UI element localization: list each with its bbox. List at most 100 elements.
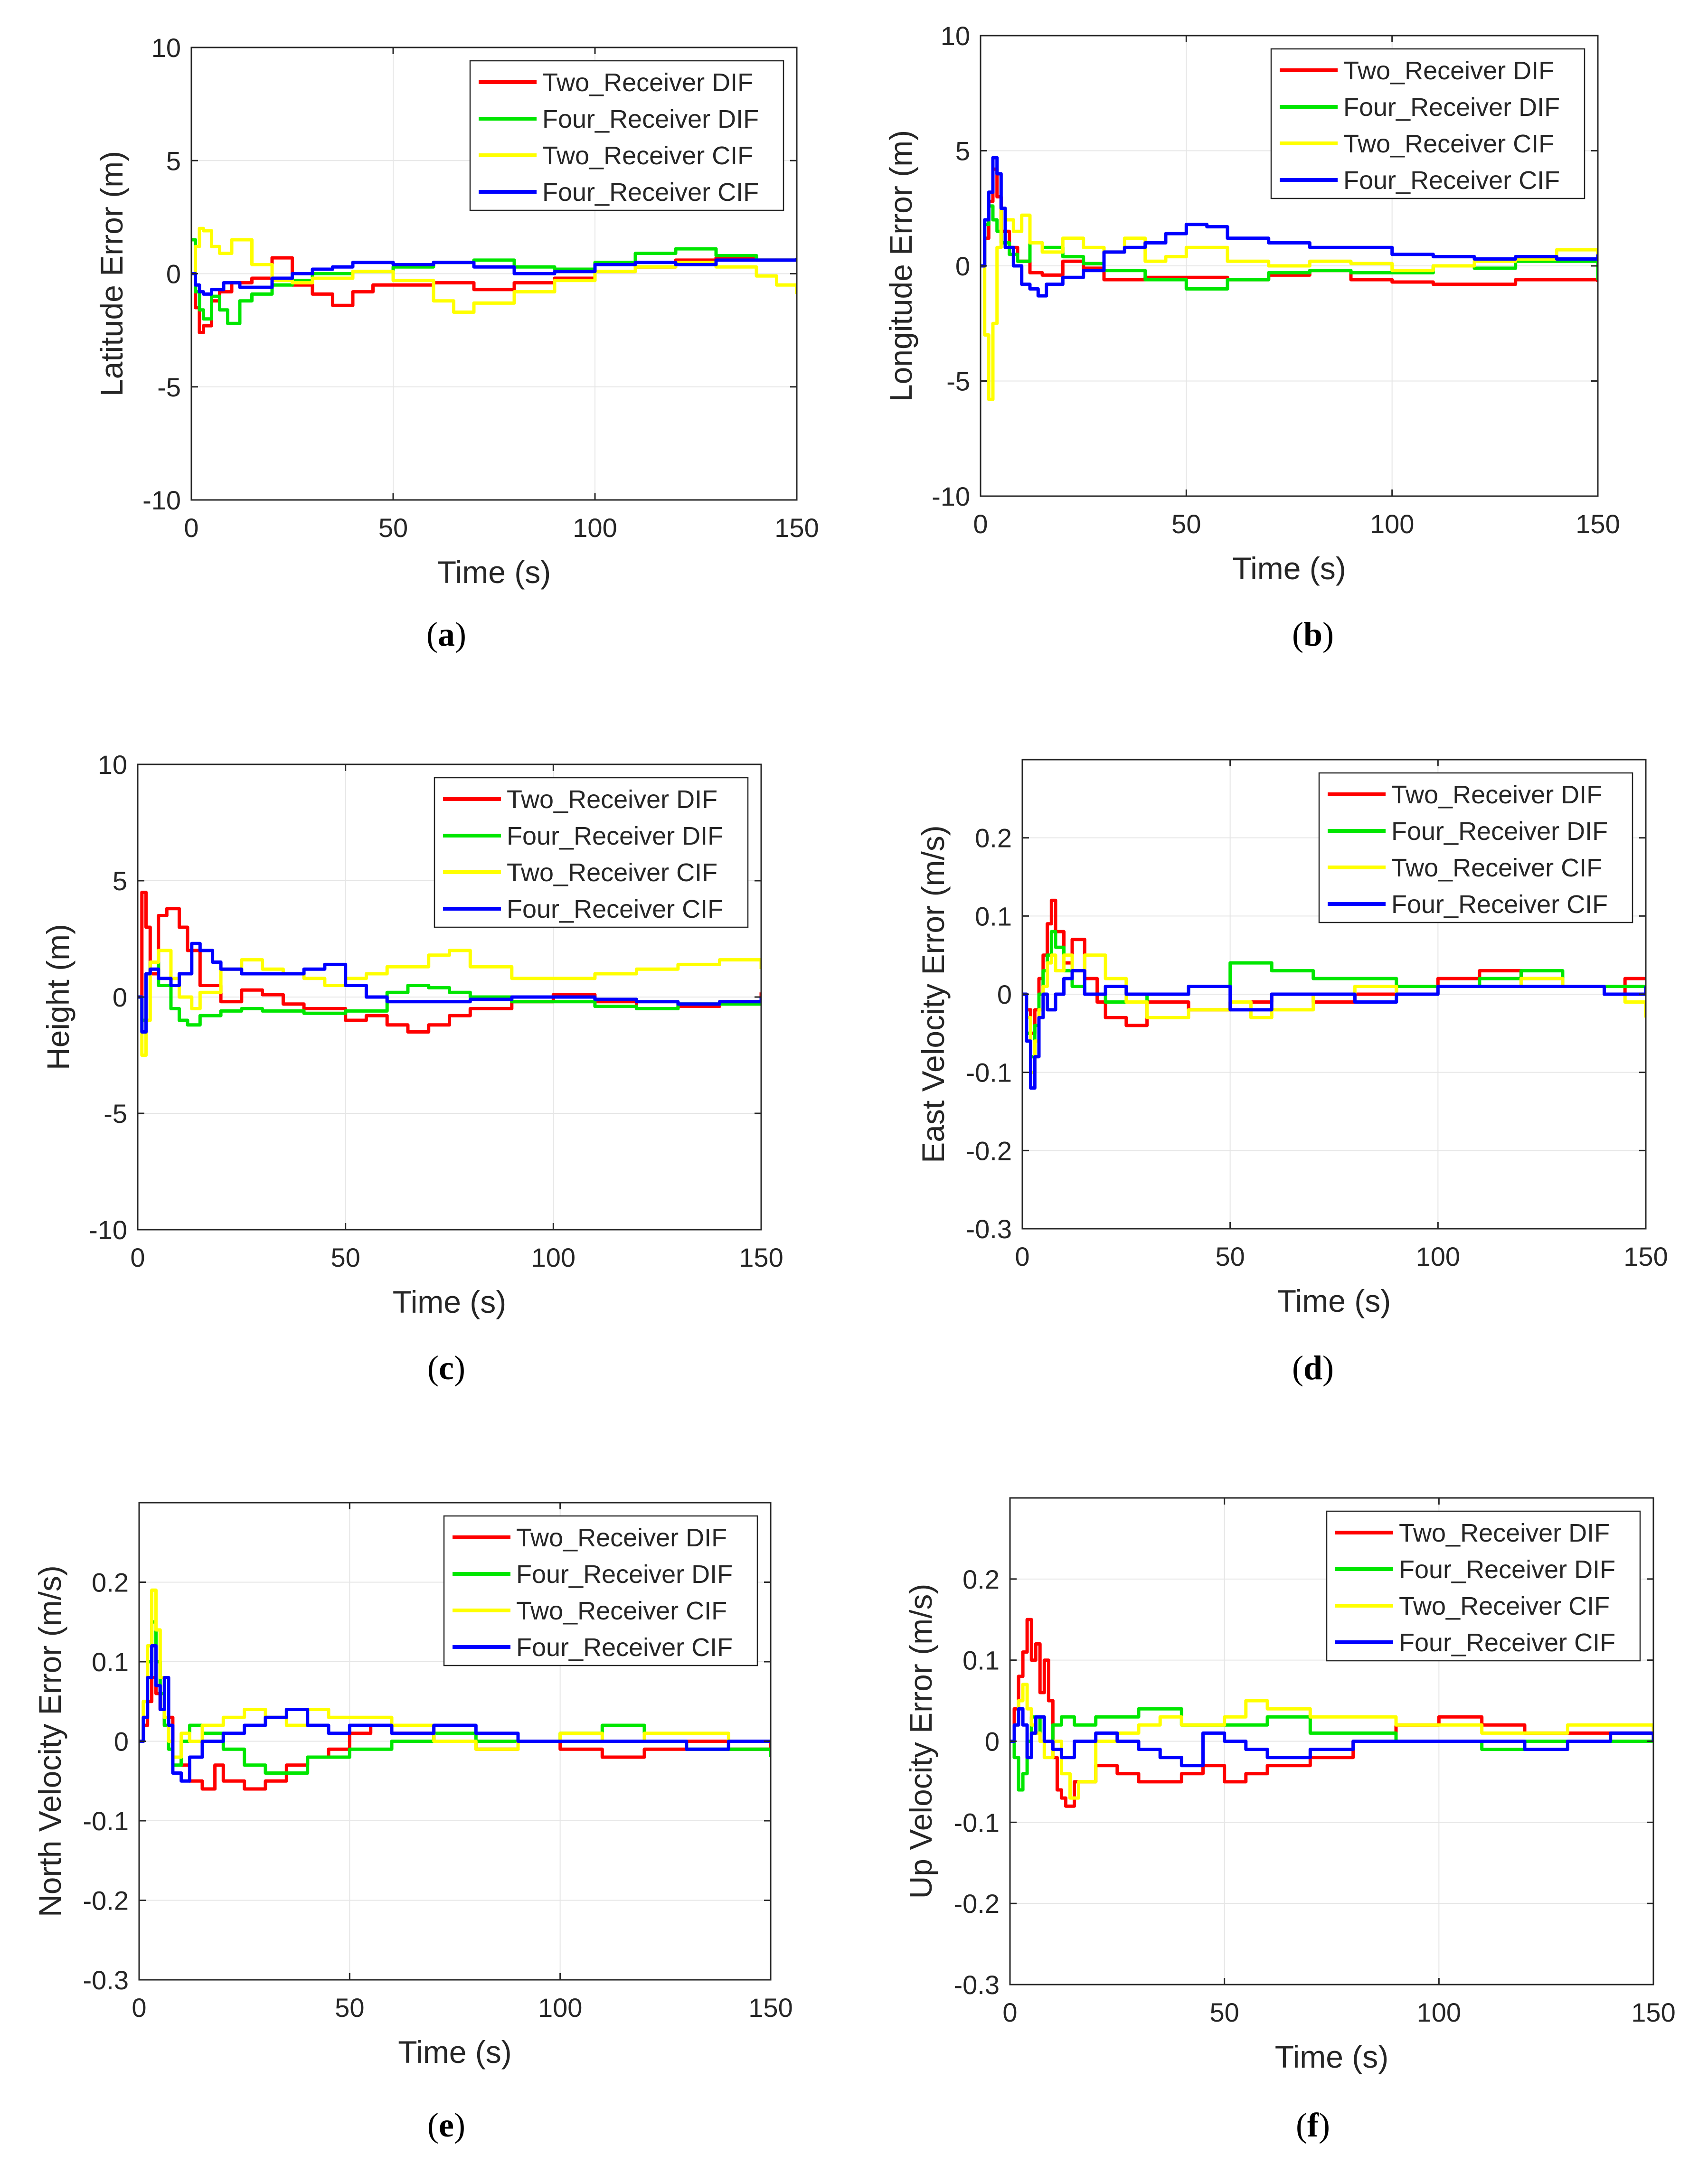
x-tick-label: 50 xyxy=(331,1242,360,1272)
y-tick-label: 0 xyxy=(985,1727,1000,1757)
series-line-two-receiver-dif xyxy=(981,167,1598,286)
y-tick-label: -0.3 xyxy=(954,1970,1000,2000)
legend-label: Four_Receiver CIF xyxy=(1343,166,1560,195)
legend-label: Four_Receiver CIF xyxy=(1391,890,1608,919)
x-tick-label: 50 xyxy=(1216,1242,1245,1271)
y-tick-label: 10 xyxy=(151,33,181,63)
y-axis-label: Longitude Error (m) xyxy=(883,130,918,402)
legend-label: Two_Receiver DIF xyxy=(1399,1519,1610,1547)
y-tick-label: -0.1 xyxy=(83,1806,129,1836)
y-tick-label: -0.2 xyxy=(954,1889,1000,1919)
y-tick-label: -0.3 xyxy=(966,1214,1012,1244)
x-tick-label: 150 xyxy=(1576,509,1620,539)
series-line-two-receiver-dif xyxy=(138,891,761,1034)
y-tick-label: 0.2 xyxy=(975,823,1012,853)
legend-label: Four_Receiver DIF xyxy=(1391,817,1608,846)
x-axis-label: Time (s) xyxy=(1232,551,1346,586)
legend-label: Two_Receiver CIF xyxy=(1391,854,1602,882)
legend-label: Two_Receiver CIF xyxy=(1399,1592,1610,1620)
y-tick-label: 0.2 xyxy=(963,1564,1000,1594)
chart-panel-a: 0 50 100 150 -10 -5 0 5 10 Time (s) Latitude Error… xyxy=(94,33,819,653)
panel-caption: (e) xyxy=(427,2106,465,2144)
y-tick-label: -5 xyxy=(104,1099,127,1129)
legend-label: Two_Receiver CIF xyxy=(542,141,753,170)
legend-label: Four_Receiver DIF xyxy=(507,822,723,850)
x-tick-label: 150 xyxy=(774,513,819,543)
x-tick-label: 50 xyxy=(335,1993,364,2023)
y-axis-label: Height (m) xyxy=(40,924,75,1070)
series-group xyxy=(1022,898,1646,1090)
x-tick-label: 100 xyxy=(531,1242,576,1272)
panel-caption: (b) xyxy=(1292,615,1334,653)
legend: Two_Receiver DIF Four_Receiver DIF Two_Rec… xyxy=(1318,772,1633,923)
x-tick-label: 100 xyxy=(573,513,617,543)
y-tick-label: 0.1 xyxy=(963,1646,1000,1675)
panel-caption: (d) xyxy=(1292,1349,1334,1387)
chart-panel-f: 0 50 100 150 -0.3 -0.2 -0.1 0 0.1 0.2 Time (s) Up V… xyxy=(903,1497,1676,2144)
y-tick-label: 0 xyxy=(955,251,970,281)
legend-label: Two_Receiver DIF xyxy=(1343,56,1554,85)
legend-label: Two_Receiver DIF xyxy=(542,68,753,97)
x-tick-label: 0 xyxy=(132,1993,146,2023)
legend-label: Two_Receiver CIF xyxy=(1343,130,1554,158)
legend-box xyxy=(469,60,784,211)
series-line-four-receiver-cif xyxy=(1010,1707,1653,1768)
y-tick-label: 0 xyxy=(113,982,127,1012)
legend: Two_Receiver DIF Four_Receiver DIF Two_Rec… xyxy=(434,777,749,928)
panel-caption: (c) xyxy=(427,1349,465,1387)
series-line-four-receiver-cif xyxy=(139,1644,771,1783)
y-tick-label: -0.1 xyxy=(954,1807,1000,1837)
legend-label: Four_Receiver DIF xyxy=(542,105,759,133)
legend-box xyxy=(1326,1510,1641,1662)
y-tick-label: 0.1 xyxy=(92,1647,129,1677)
x-axis-label: Time (s) xyxy=(1275,2039,1389,2074)
series-line-four-receiver-cif xyxy=(1022,969,1646,1090)
y-tick-label: -5 xyxy=(157,372,181,402)
y-axis-label: Latitude Error (m) xyxy=(94,151,129,396)
series-line-two-receiver-dif xyxy=(1010,1618,1653,1808)
y-axis-label: East Velocity Error (m/s) xyxy=(915,825,951,1163)
y-tick-label: 0.1 xyxy=(975,901,1012,931)
chart-panel-d: 0 50 100 150 -0.3 -0.2 -0.1 0 0.1 0.2 Time (s) East… xyxy=(915,759,1668,1387)
x-tick-label: 0 xyxy=(1002,1997,1017,2027)
legend-label: Four_Receiver CIF xyxy=(516,1633,733,1662)
series-line-four-receiver-cif xyxy=(138,941,761,1034)
y-tick-label: 0 xyxy=(114,1727,129,1757)
legend-box xyxy=(1270,48,1585,199)
legend-label: Two_Receiver DIF xyxy=(1391,781,1602,809)
legend-label: Two_Receiver CIF xyxy=(516,1597,727,1625)
x-tick-label: 150 xyxy=(1631,1997,1675,2027)
y-tick-label: -0.2 xyxy=(83,1886,129,1916)
series-line-four-receiver-cif xyxy=(191,258,797,296)
x-axis-label: Time (s) xyxy=(437,555,551,590)
x-axis-label: Time (s) xyxy=(393,1284,507,1319)
x-tick-label: 150 xyxy=(739,1242,783,1272)
y-tick-label: -0.3 xyxy=(83,1965,129,1995)
y-tick-label: -0.1 xyxy=(966,1058,1012,1088)
panel-caption: (a) xyxy=(426,615,466,653)
y-tick-label: 10 xyxy=(941,21,970,51)
legend-label: Four_Receiver DIF xyxy=(516,1560,733,1589)
series-group xyxy=(1010,1618,1653,1808)
series-line-four-receiver-dif xyxy=(191,238,797,325)
chart-panel-b: 0 50 100 150 -10 -5 0 5 10 Time (s) Longitude Erro… xyxy=(883,21,1620,653)
legend: Two_Receiver DIF Four_Receiver DIF Two_Rec… xyxy=(443,1515,758,1666)
legend-label: Four_Receiver DIF xyxy=(1343,93,1560,122)
legend-box xyxy=(434,777,749,928)
y-tick-label: -5 xyxy=(946,367,970,396)
series-group xyxy=(139,1588,771,1791)
y-tick-label: 5 xyxy=(955,136,970,166)
x-tick-label: 50 xyxy=(1210,1997,1239,2027)
x-tick-label: 150 xyxy=(1623,1242,1668,1271)
y-tick-label: -10 xyxy=(89,1215,127,1245)
y-tick-label: 5 xyxy=(113,866,127,896)
y-tick-label: -10 xyxy=(932,481,970,511)
x-tick-label: 50 xyxy=(1171,509,1201,539)
y-axis-label: North Velocity Error (m/s) xyxy=(32,1565,67,1917)
legend-label: Four_Receiver CIF xyxy=(1399,1628,1615,1657)
legend-box xyxy=(1318,772,1633,923)
y-tick-label: 5 xyxy=(166,146,181,176)
series-line-two-receiver-cif xyxy=(138,949,761,1057)
series-line-four-receiver-cif xyxy=(981,156,1598,298)
legend-label: Two_Receiver DIF xyxy=(507,785,717,814)
